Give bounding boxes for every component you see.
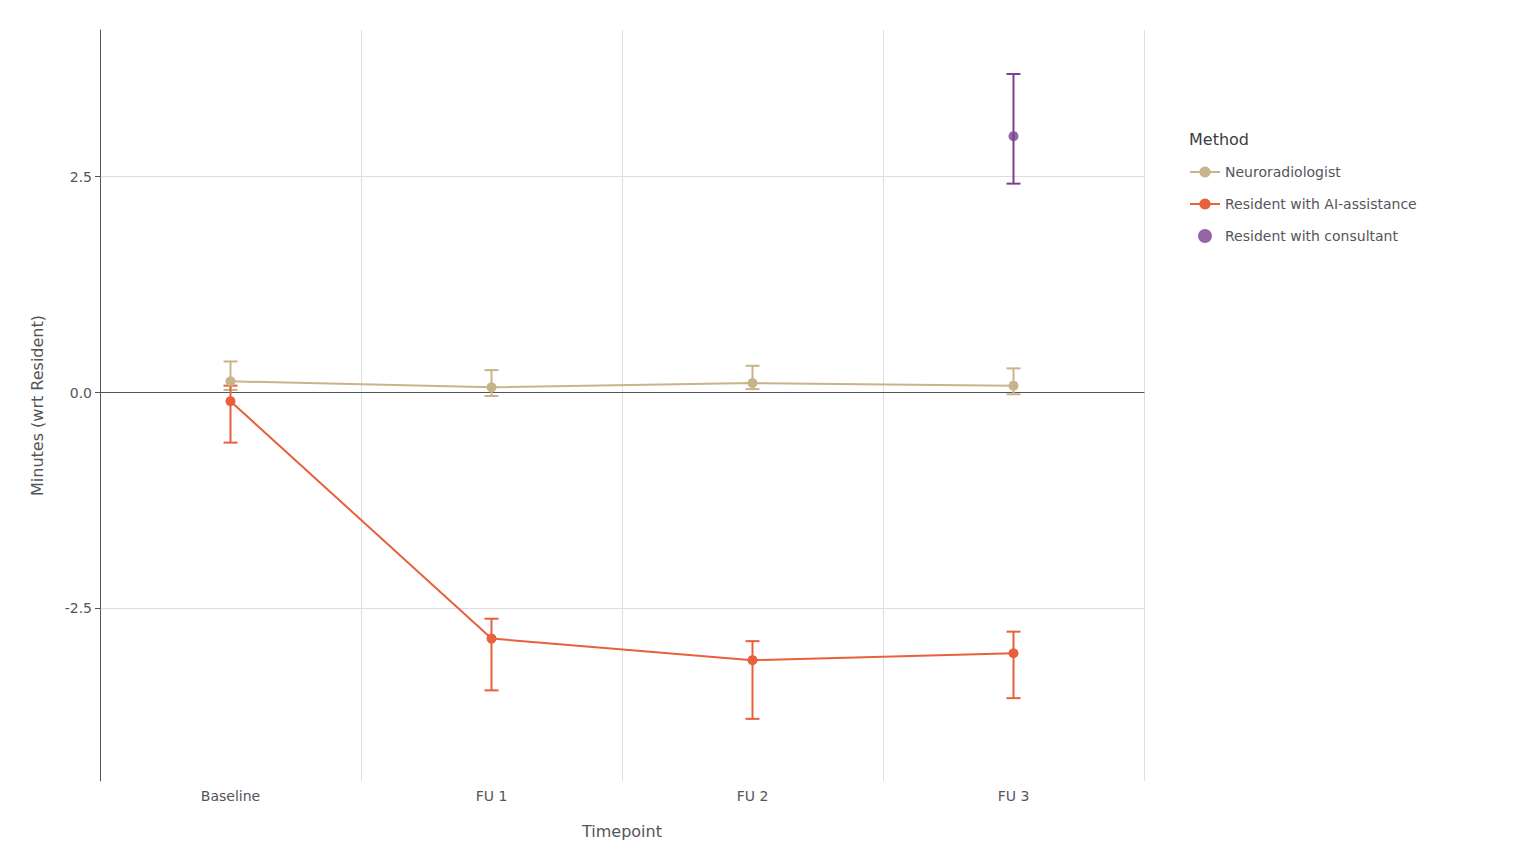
svg-text:Method: Method xyxy=(1189,130,1249,149)
svg-text:0.0: 0.0 xyxy=(70,385,92,401)
svg-text:2.5: 2.5 xyxy=(70,169,92,185)
svg-text:Timepoint: Timepoint xyxy=(581,822,662,841)
svg-text:-2.5: -2.5 xyxy=(65,600,92,616)
svg-text:Neuroradiologist: Neuroradiologist xyxy=(1225,164,1341,180)
svg-text:Resident with AI-assistance: Resident with AI-assistance xyxy=(1225,196,1417,212)
svg-text:Resident with consultant: Resident with consultant xyxy=(1225,228,1398,244)
svg-text:Minutes (wrt Resident): Minutes (wrt Resident) xyxy=(28,315,47,496)
svg-text:FU 3: FU 3 xyxy=(998,788,1030,804)
svg-text:FU 1: FU 1 xyxy=(476,788,508,804)
svg-text:FU 2: FU 2 xyxy=(737,788,769,804)
svg-text:Baseline: Baseline xyxy=(201,788,260,804)
